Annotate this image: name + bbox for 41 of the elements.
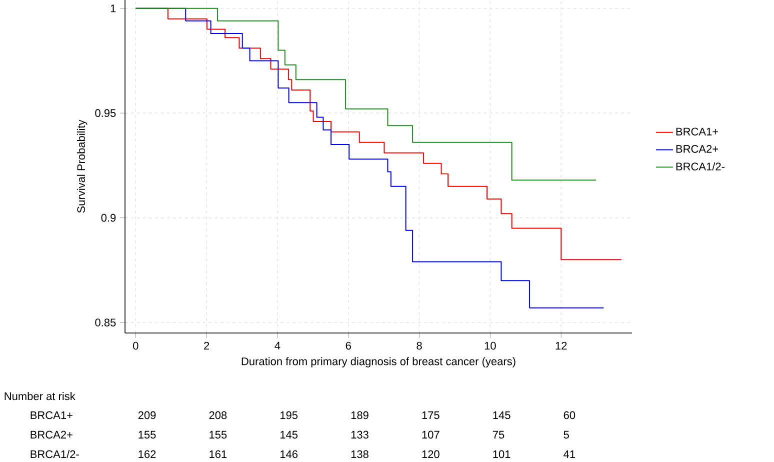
text: 5 [564, 430, 569, 439]
x-tick-label: 2 [204, 342, 210, 350]
text: 101 [493, 450, 510, 458]
text: 208 [209, 411, 227, 420]
text: 195 [280, 411, 298, 420]
text: 41 [564, 450, 575, 458]
text: 145 [493, 411, 510, 420]
text: 209 [138, 411, 156, 420]
text: 107 [422, 430, 440, 439]
text: BRCA1/2- [30, 450, 79, 458]
legend-label: BRCA1+ [676, 128, 718, 136]
text: 138 [351, 450, 368, 458]
x-tick-label: 8 [416, 342, 422, 350]
text: BRCA1+ [30, 411, 72, 420]
y-tick-label: 0.9 [101, 214, 116, 222]
text: 189 [351, 411, 368, 420]
x-tick-label: 6 [346, 342, 351, 350]
text: BRCA2+ [30, 430, 72, 439]
y-tick-label: 1 [110, 4, 116, 12]
text: 155 [210, 430, 227, 439]
x-axis-title: Duration from primary diagnosis of breast cancer (years) [242, 357, 516, 368]
y-axis-title: Survival Probability [76, 120, 88, 213]
y-tick-label: 0.85 [95, 318, 116, 326]
text: 60 [564, 411, 576, 420]
text: 145 [280, 430, 298, 439]
text: Number at risk [4, 392, 76, 400]
x-tick-label: 10 [484, 342, 496, 350]
text: 161 [210, 450, 227, 458]
text: 75 [492, 430, 504, 439]
x-tick-label: 0 [133, 342, 138, 350]
legend-label: BRCA1/2- [676, 162, 724, 170]
y-tick-label: 0.95 [95, 109, 116, 117]
text: 146 [280, 450, 298, 458]
text: 162 [138, 450, 156, 458]
x-tick-label: 12 [556, 342, 567, 350]
legend-label: BRCA2+ [676, 145, 718, 153]
text: 133 [351, 430, 368, 439]
text: 120 [422, 450, 440, 458]
text: 175 [422, 411, 440, 420]
text: 155 [138, 430, 156, 439]
x-tick-label: 4 [274, 342, 280, 350]
